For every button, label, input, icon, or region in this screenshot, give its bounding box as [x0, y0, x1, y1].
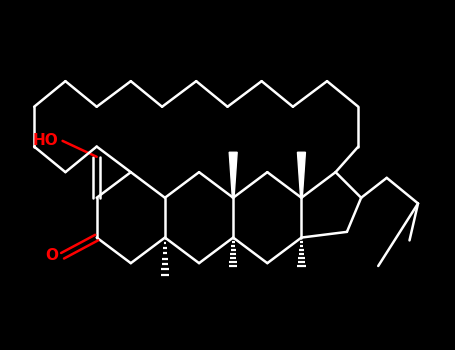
Polygon shape	[298, 152, 305, 198]
Text: HO: HO	[32, 133, 58, 148]
Polygon shape	[229, 152, 237, 198]
Text: O: O	[45, 248, 58, 263]
